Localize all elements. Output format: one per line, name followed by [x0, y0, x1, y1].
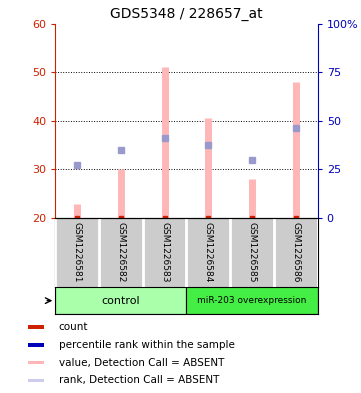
Text: GSM1226583: GSM1226583: [160, 222, 169, 282]
Text: count: count: [58, 322, 88, 332]
Title: GDS5348 / 228657_at: GDS5348 / 228657_at: [110, 7, 263, 21]
Bar: [28, 325, 44, 329]
Bar: [28, 361, 44, 364]
Text: GSM1226584: GSM1226584: [204, 222, 213, 282]
Text: rank, Detection Call = ABSENT: rank, Detection Call = ABSENT: [58, 375, 219, 385]
Text: GSM1226586: GSM1226586: [291, 222, 300, 282]
Text: control: control: [101, 296, 140, 306]
Text: GSM1226581: GSM1226581: [73, 222, 82, 282]
Bar: [187, 287, 318, 314]
Bar: [28, 378, 44, 382]
Bar: [28, 343, 44, 347]
Text: GSM1226585: GSM1226585: [248, 222, 257, 282]
Text: GSM1226582: GSM1226582: [116, 222, 125, 282]
Bar: [55, 287, 187, 314]
Text: miR-203 overexpression: miR-203 overexpression: [197, 296, 307, 305]
Text: value, Detection Call = ABSENT: value, Detection Call = ABSENT: [58, 358, 224, 367]
Text: percentile rank within the sample: percentile rank within the sample: [58, 340, 234, 350]
